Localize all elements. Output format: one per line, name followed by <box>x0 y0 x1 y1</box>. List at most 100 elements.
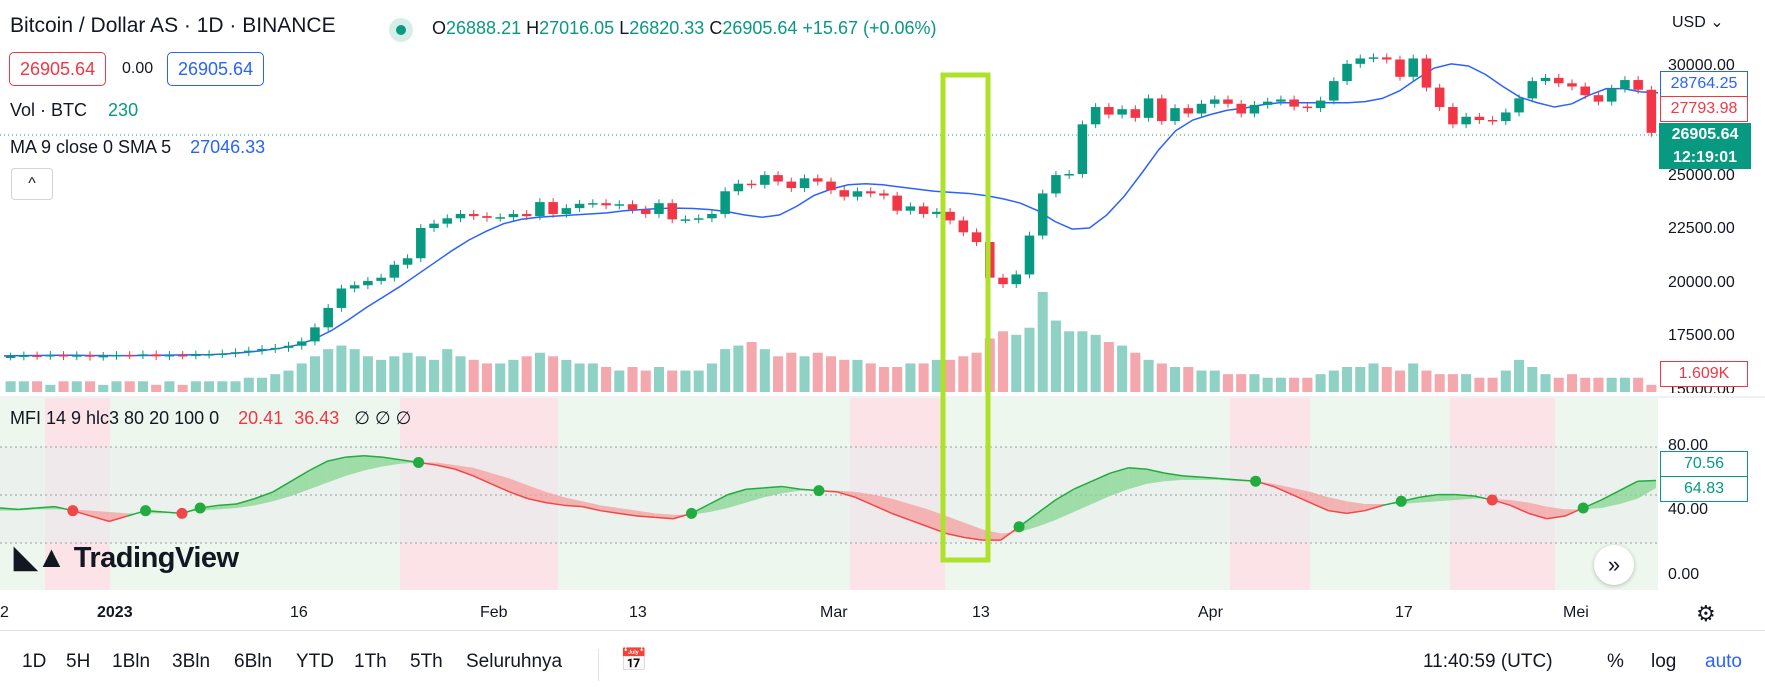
volume-bar <box>124 381 135 392</box>
volume-bar <box>1368 363 1379 392</box>
price-tick: 30000.00 <box>1668 57 1735 74</box>
currency-select[interactable]: USD ⌄ <box>1672 12 1724 32</box>
candle-body <box>111 355 122 357</box>
mfi-fill <box>1346 501 1365 514</box>
range-5y-button[interactable]: 5Th <box>410 651 443 672</box>
price-tick: 20000.00 <box>1668 274 1735 291</box>
volume-bar <box>1619 377 1630 392</box>
gear-icon[interactable]: ⚙ <box>1696 601 1716 626</box>
candle-body <box>1064 174 1074 176</box>
candle-body <box>283 345 294 348</box>
mfi-value-1: 20.41 <box>238 408 284 428</box>
candle-body <box>799 178 810 189</box>
mfi-cross-dot <box>1486 494 1498 506</box>
candle-body <box>1633 80 1643 90</box>
collapse-legend-button[interactable]: ^ <box>11 168 53 200</box>
mfi-line <box>0 507 19 511</box>
range-1y-button[interactable]: 1Th <box>354 651 387 672</box>
mfi-line <box>1346 509 1365 515</box>
mfi-line <box>836 491 856 498</box>
mfi-fill <box>454 465 474 476</box>
mfi-fill <box>236 498 255 508</box>
mfi-fill <box>363 455 383 471</box>
range-5d-button[interactable]: 5H <box>66 651 91 672</box>
utc-clock[interactable]: 11:40:59 (UTC) <box>1423 651 1553 672</box>
candle-body <box>932 211 942 214</box>
candle-body <box>786 181 797 189</box>
volume-bar <box>323 349 334 392</box>
mfi-line <box>582 505 601 512</box>
buy-price-button[interactable]: 26905.64 <box>167 52 265 86</box>
currency-label: USD <box>1672 14 1706 31</box>
ma-value: 27046.33 <box>190 137 266 157</box>
candle-body <box>1355 58 1366 64</box>
mfi-line <box>472 475 492 485</box>
range-ytd-button[interactable]: YTD <box>296 651 334 672</box>
mfi-line <box>600 509 619 515</box>
candle-body <box>1487 120 1498 122</box>
volume-bar <box>905 363 916 392</box>
range-6m-button[interactable]: 6Bln <box>234 651 273 672</box>
mfi-fill <box>746 487 765 503</box>
mfi-line <box>909 519 929 528</box>
candle-body <box>164 355 175 357</box>
volume-bar <box>931 359 942 392</box>
date-range-icon[interactable]: 📅 <box>620 647 648 672</box>
candle-body <box>998 277 1008 285</box>
auto-toggle[interactable]: auto <box>1705 651 1742 672</box>
mfi-fill <box>1055 489 1074 521</box>
sell-price-button[interactable]: 26905.64 <box>9 52 107 86</box>
scroll-to-realtime-button[interactable]: » <box>1594 545 1634 585</box>
tradingview-logo[interactable]: ◣▲ TradingView <box>14 540 239 575</box>
candle-body <box>310 327 320 342</box>
time-label: Feb <box>480 604 508 621</box>
candle-body <box>429 223 439 228</box>
range-1d-button[interactable]: 1D <box>22 651 47 672</box>
volume-bar <box>18 381 29 392</box>
candle-body <box>389 264 400 278</box>
volume-bar <box>997 331 1009 392</box>
candle-body <box>1315 100 1326 109</box>
mfi-fill <box>946 516 965 538</box>
mfi-fill <box>1328 497 1347 514</box>
candle-body <box>151 354 161 357</box>
ma-line <box>3 63 1659 357</box>
mfi-legend[interactable]: MFI 14 9 hlc3 80 20 100 0 20.41 36.43 ∅ … <box>10 408 411 429</box>
mfi-fill <box>545 491 565 506</box>
ma-label: MA 9 close 0 SMA 5 <box>10 137 172 157</box>
volume-bar <box>5 381 16 392</box>
chevron-down-icon: ⌄ <box>1710 14 1724 31</box>
volume-bar <box>1553 377 1564 392</box>
price-tick: 17500.00 <box>1668 327 1735 344</box>
volume-bar <box>1077 331 1088 392</box>
candle-body <box>693 218 704 220</box>
range-1m-button[interactable]: 1Bln <box>112 651 151 672</box>
volume-bar <box>614 370 625 392</box>
candle-body <box>1302 106 1313 109</box>
volume-bar <box>1024 327 1035 392</box>
volume-bar <box>812 352 823 392</box>
range-all-button[interactable]: Seluruhnya <box>466 651 563 672</box>
mfi-fill <box>1091 473 1111 504</box>
mfi-line <box>1200 476 1220 480</box>
mfi-fill <box>1546 506 1566 519</box>
candle-body <box>442 218 453 224</box>
percent-toggle[interactable]: % <box>1607 651 1624 672</box>
mfi-line <box>564 504 583 508</box>
candle-body <box>336 288 347 308</box>
range-3m-button[interactable]: 3Bln <box>172 651 211 672</box>
mfi-line <box>382 456 401 461</box>
candle-body <box>1249 104 1260 114</box>
candle-body <box>1408 58 1418 77</box>
log-toggle[interactable]: log <box>1651 651 1677 672</box>
volume-bar <box>1461 374 1472 392</box>
close-value: 26905.64 <box>722 18 798 38</box>
candle-body <box>1223 99 1233 104</box>
symbol-title[interactable]: Bitcoin / Dollar AS · 1D · BINANCE <box>10 14 336 37</box>
volume-legend[interactable]: Vol · BTC 230 <box>10 100 138 121</box>
ma-legend[interactable]: MA 9 close 0 SMA 5 27046.33 <box>10 137 265 158</box>
candle-body <box>826 181 836 191</box>
mfi-line <box>891 512 911 521</box>
candle-body <box>58 355 69 357</box>
